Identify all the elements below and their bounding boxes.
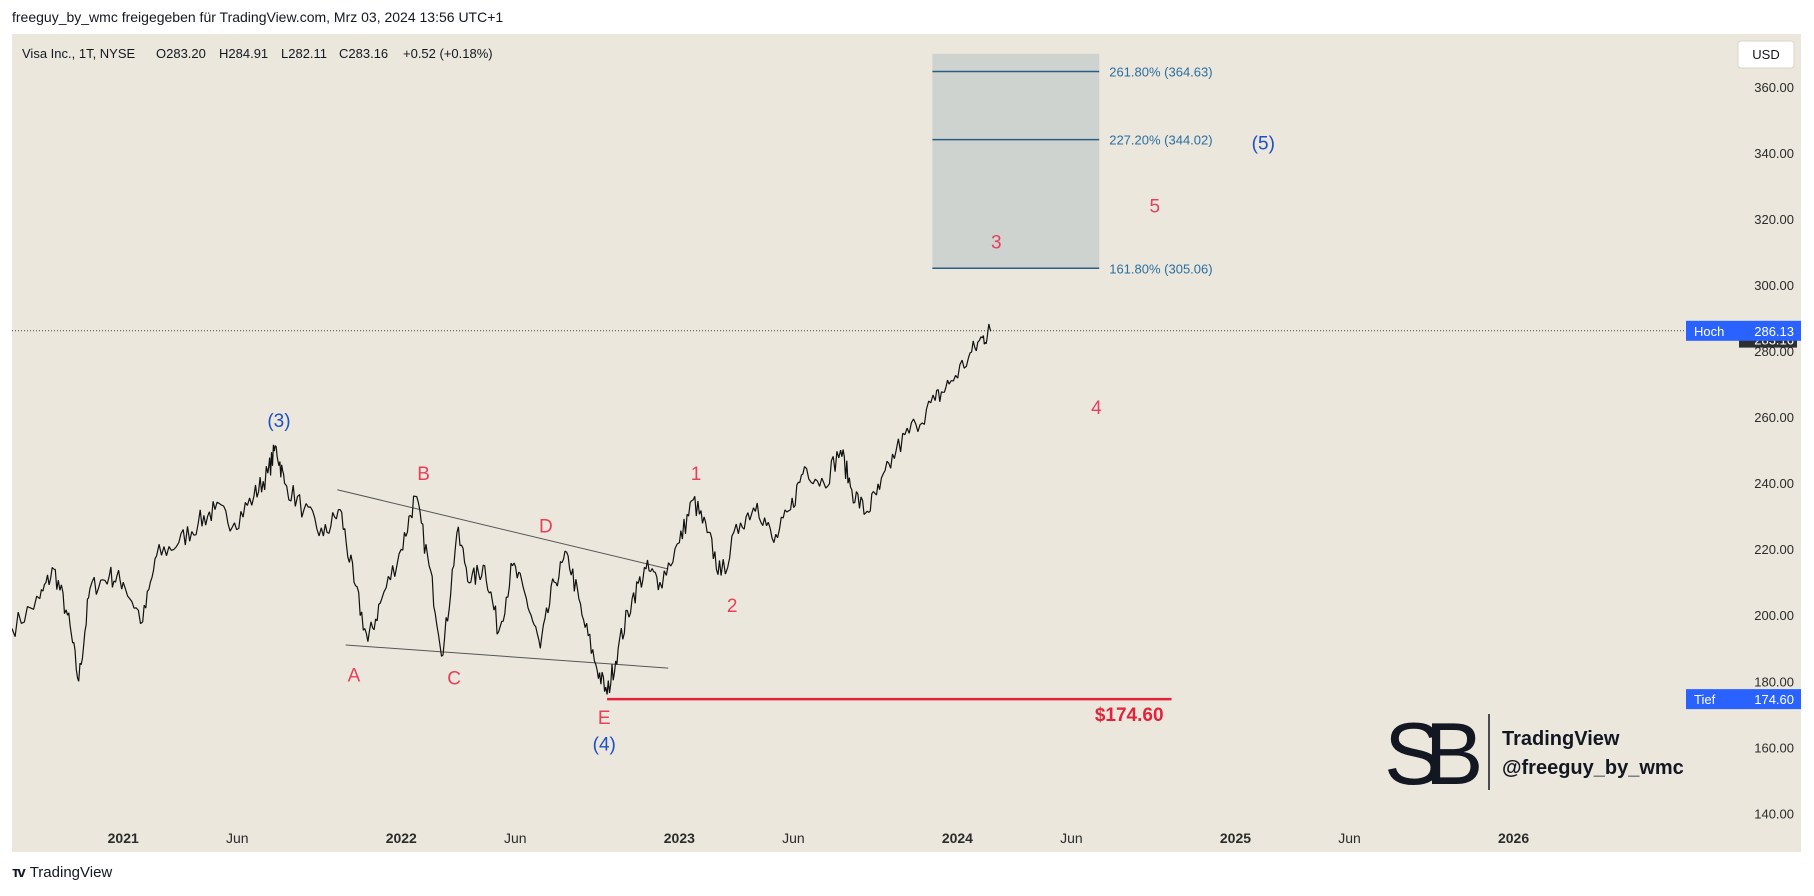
- hoch-tag-label: Hoch: [1694, 324, 1724, 339]
- wave-label: 5: [1150, 196, 1161, 217]
- y-tick-label: 160.00: [1754, 740, 1794, 755]
- x-tick-label: Jun: [1338, 830, 1361, 846]
- tradingview-logo-icon: ᴛᴠ: [12, 864, 26, 881]
- watermark: SB TradingView @freeguy_by_wmc: [1384, 704, 1684, 803]
- wave-label: 1: [691, 464, 702, 485]
- x-tick-label: Jun: [226, 830, 249, 846]
- y-tick-label: 300.00: [1754, 278, 1794, 293]
- x-tick-label: 2025: [1220, 830, 1251, 846]
- y-axis[interactable]: 360.00 340.00 320.00 300.00 280.00 260.00 240.…: [1736, 34, 1801, 852]
- wave-label: 2: [727, 596, 738, 617]
- ohlc-change: +0.52 (+0.18%): [403, 46, 493, 61]
- x-tick-label: Jun: [782, 830, 805, 846]
- tief-tag: [1686, 689, 1801, 710]
- y-tick-label: 240.00: [1754, 476, 1794, 491]
- x-axis[interactable]: 2021 Jun 2022 Jun 2023 Jun 2024 Jun 2025 Jun 2026: [12, 820, 1801, 852]
- footer: ᴛᴠ TradingView: [12, 864, 112, 881]
- wave-label: (5): [1252, 134, 1275, 155]
- x-tick-label: 2023: [664, 830, 695, 846]
- ohlc-close: C283.16: [339, 46, 388, 61]
- symbol-title: Visa Inc., 1T, NYSE: [22, 46, 136, 61]
- watermark-line-1: TradingView: [1502, 728, 1620, 750]
- wave-label: A: [348, 665, 361, 686]
- y-tick-label: 340.00: [1754, 146, 1794, 161]
- chart-attribution: freeguy_by_wmc freigegeben für TradingVi…: [12, 9, 504, 25]
- y-tick-label: 180.00: [1754, 674, 1794, 689]
- currency-button[interactable]: USD: [1737, 40, 1795, 69]
- wave-label: B: [417, 464, 430, 485]
- triangle-trendline[interactable]: [337, 489, 669, 570]
- wave-label: C: [447, 669, 461, 690]
- support-label: $174.60: [1095, 705, 1164, 726]
- ohlc-low: L282.11: [281, 46, 327, 61]
- fib-target-zone[interactable]: [932, 53, 1100, 269]
- wave-label: (4): [593, 735, 616, 756]
- wave-label: (3): [267, 411, 290, 432]
- price-chart[interactable]: 261.80% (364.63) 227.20% (344.02) 161.80% …: [12, 34, 1801, 852]
- currency-label[interactable]: USD: [1752, 47, 1779, 62]
- ohlc-open: O283.20: [156, 46, 206, 61]
- x-tick-label: 2024: [942, 830, 973, 846]
- x-tick-label: Jun: [504, 830, 527, 846]
- y-tick-label: 320.00: [1754, 212, 1794, 227]
- y-tick-label: 360.00: [1754, 80, 1794, 95]
- wave-label: D: [539, 517, 553, 538]
- hoch-tag: [1686, 320, 1801, 341]
- x-axis-background: [12, 820, 1801, 852]
- y-axis-background: [1736, 34, 1801, 852]
- y-tick-label: 220.00: [1754, 542, 1794, 557]
- legend: Visa Inc., 1T, NYSE O283.20 H284.91 L282…: [22, 46, 493, 61]
- fib-level-label: 161.80% (305.06): [1109, 261, 1212, 276]
- footer-brand: TradingView: [29, 864, 113, 881]
- price-series[interactable]: [12, 323, 992, 695]
- ohlc-high: H284.91: [219, 46, 268, 61]
- x-tick-label: Jun: [1060, 830, 1083, 846]
- fib-level-label: 227.20% (344.02): [1109, 133, 1212, 148]
- y-tick-label: 280.00: [1754, 344, 1794, 359]
- y-tick-label: 260.00: [1754, 410, 1794, 425]
- x-tick-label: 2022: [386, 830, 417, 846]
- wave-label: 4: [1091, 398, 1102, 419]
- chart-area[interactable]: 261.80% (364.63) 227.20% (344.02) 161.80% …: [12, 34, 1801, 852]
- wave-label: E: [598, 708, 611, 729]
- tief-tag-value: 174.60: [1754, 692, 1794, 707]
- watermark-logo: SB: [1384, 704, 1480, 803]
- wave-label: 3: [991, 233, 1002, 254]
- watermark-line-2: @freeguy_by_wmc: [1502, 757, 1684, 779]
- hoch-tag-value: 286.13: [1754, 324, 1794, 339]
- triangle-trendline[interactable]: [345, 644, 669, 669]
- x-tick-label: 2026: [1498, 830, 1529, 846]
- y-tick-label: 200.00: [1754, 608, 1794, 623]
- fib-level-label: 261.80% (364.63): [1109, 65, 1212, 80]
- x-tick-label: 2021: [108, 830, 139, 846]
- tief-tag-label: Tief: [1694, 692, 1716, 707]
- y-tick-label: 140.00: [1754, 806, 1794, 821]
- currency-button-box[interactable]: [1737, 40, 1795, 69]
